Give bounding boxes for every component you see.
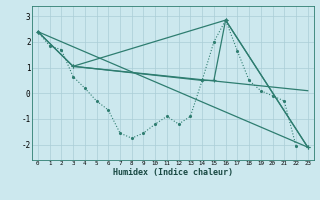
X-axis label: Humidex (Indice chaleur): Humidex (Indice chaleur) xyxy=(113,168,233,177)
